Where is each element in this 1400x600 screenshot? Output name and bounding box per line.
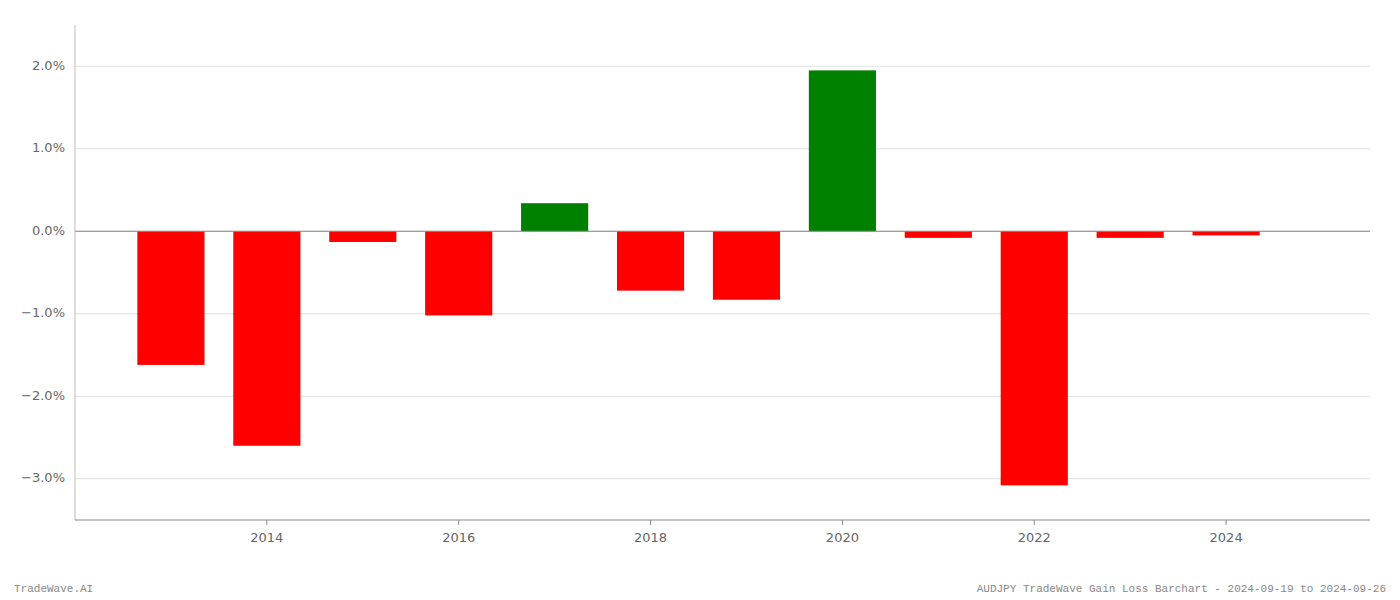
footer-right: AUDJPY TradeWave Gain Loss Barchart - 20… [977,583,1386,595]
y-tick-label: 2.0% [32,58,65,73]
x-ticks: 2014 2016 2018 2020 2022 2024 [250,520,1242,545]
bar [329,231,396,242]
bar [617,231,684,290]
background [0,0,1400,600]
y-tick-label: −2.0% [21,388,65,403]
x-tick-label: 2018 [634,530,667,545]
y-tick-label: 1.0% [32,140,65,155]
bar [233,231,300,446]
y-tick-label: 0.0% [32,223,65,238]
x-tick-label: 2022 [1018,530,1051,545]
chart-container: −3.0%−2.0%−1.0%0.0%1.0%2.0%2014201620182… [0,0,1400,600]
chart-svg: −3.0%−2.0%−1.0%0.0%1.0%2.0%2014201620182… [0,0,1400,600]
x-tick [1226,520,1227,525]
bar [809,70,876,231]
x-tick [458,520,459,525]
grid-line [75,66,1370,67]
x-tick [1034,520,1035,525]
bars [137,70,1259,485]
grid-line [75,231,1370,232]
y-tick-labels: −3.0% −2.0% −1.0% 0.0% 1.0% 2.0% [21,58,65,486]
footer-left: TradeWave.AI [14,583,93,595]
bar [1097,231,1164,238]
x-tick-label: 2016 [442,530,475,545]
y-axis-line [75,25,76,520]
x-tick-label: 2020 [826,530,859,545]
x-tick-label: 2024 [1210,530,1243,545]
x-tick [842,520,843,525]
bar [1001,231,1068,485]
zero-line [75,231,1370,232]
y-grid [75,66,1370,479]
grid-line [75,148,1370,149]
bar [713,231,780,299]
bar [137,231,204,365]
bar [905,231,972,238]
x-tick-label: 2014 [250,530,283,545]
bar [1193,231,1260,235]
x-tick [266,520,267,525]
y-tick-label: −1.0% [21,305,65,320]
x-axis-line [75,519,1370,520]
bar [425,231,492,315]
x-tick [650,520,651,525]
grid-line [75,478,1370,479]
y-tick-label: −3.0% [21,470,65,485]
bar [521,203,588,231]
